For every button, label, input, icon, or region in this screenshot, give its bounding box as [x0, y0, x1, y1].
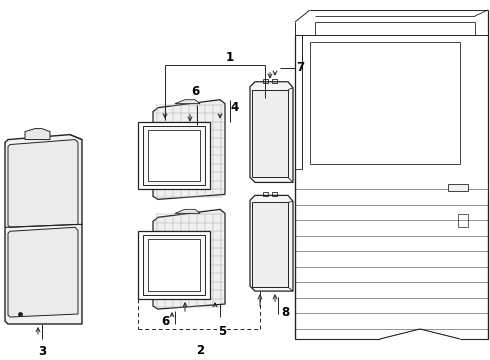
Text: 5: 5 — [218, 325, 226, 338]
Polygon shape — [448, 184, 468, 192]
Polygon shape — [8, 227, 78, 317]
Polygon shape — [252, 202, 288, 287]
Polygon shape — [25, 129, 50, 140]
Polygon shape — [250, 82, 293, 183]
Polygon shape — [175, 210, 200, 213]
Polygon shape — [138, 231, 210, 299]
Text: 7: 7 — [296, 61, 304, 74]
Text: 1: 1 — [226, 51, 234, 64]
Text: 4: 4 — [231, 101, 239, 114]
Polygon shape — [250, 195, 293, 291]
Polygon shape — [175, 100, 200, 104]
Polygon shape — [143, 235, 205, 295]
Polygon shape — [5, 135, 82, 324]
Text: 8: 8 — [281, 306, 289, 319]
Polygon shape — [148, 239, 200, 291]
Polygon shape — [8, 140, 78, 227]
Text: 3: 3 — [38, 345, 46, 359]
Polygon shape — [148, 130, 200, 181]
Text: 2: 2 — [196, 345, 204, 357]
Text: 6: 6 — [161, 315, 169, 328]
Polygon shape — [252, 90, 288, 177]
Polygon shape — [153, 210, 225, 309]
Polygon shape — [138, 122, 210, 189]
Polygon shape — [143, 126, 205, 185]
Polygon shape — [153, 100, 225, 199]
Text: 6: 6 — [191, 85, 199, 98]
